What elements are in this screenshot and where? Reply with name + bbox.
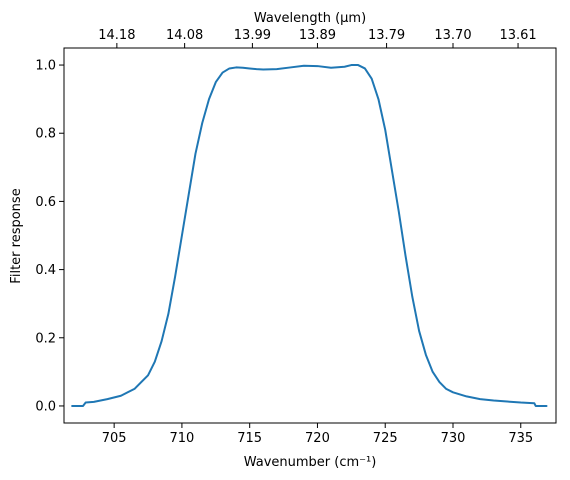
x-tick-label: 735 [508,431,533,446]
x-axis: 705 710 715 720 725 730 735 [102,423,533,446]
y-tick-label: 0.6 [35,195,56,210]
y-tick-label: 0.0 [35,399,56,414]
x-tick-label: 710 [170,431,195,446]
x-tick-label: 720 [305,431,330,446]
top-tick-label: 13.61 [499,28,536,43]
top-tick-label: 13.89 [299,28,336,43]
top-tick-label: 14.18 [98,28,135,43]
top-tick-label: 13.70 [434,28,471,43]
x-tick-label: 730 [441,431,466,446]
series-line [71,64,548,407]
y-axis-label: Filter response [9,188,24,283]
top-axis: 14.18 14.08 13.99 13.89 13.79 13.70 13.61 [98,28,537,48]
top-tick-label: 13.99 [234,28,271,43]
x-tick-label: 705 [102,431,127,446]
plot-frame [63,47,557,424]
x-tick-label: 725 [373,431,398,446]
x-tick-label: 715 [237,431,262,446]
y-tick-label: 0.2 [35,331,56,346]
top-axis-label: Wavelength (μm) [254,11,366,26]
x-axis-label: Wavenumber (cm⁻¹) [244,455,377,470]
y-axis: 0.0 0.2 0.4 0.6 0.8 1.0 [35,59,64,414]
y-tick-label: 0.8 [35,127,56,142]
y-tick-label: 0.4 [35,263,56,278]
top-tick-label: 14.08 [166,28,203,43]
y-tick-label: 1.0 [35,59,56,74]
top-tick-label: 13.79 [368,28,405,43]
